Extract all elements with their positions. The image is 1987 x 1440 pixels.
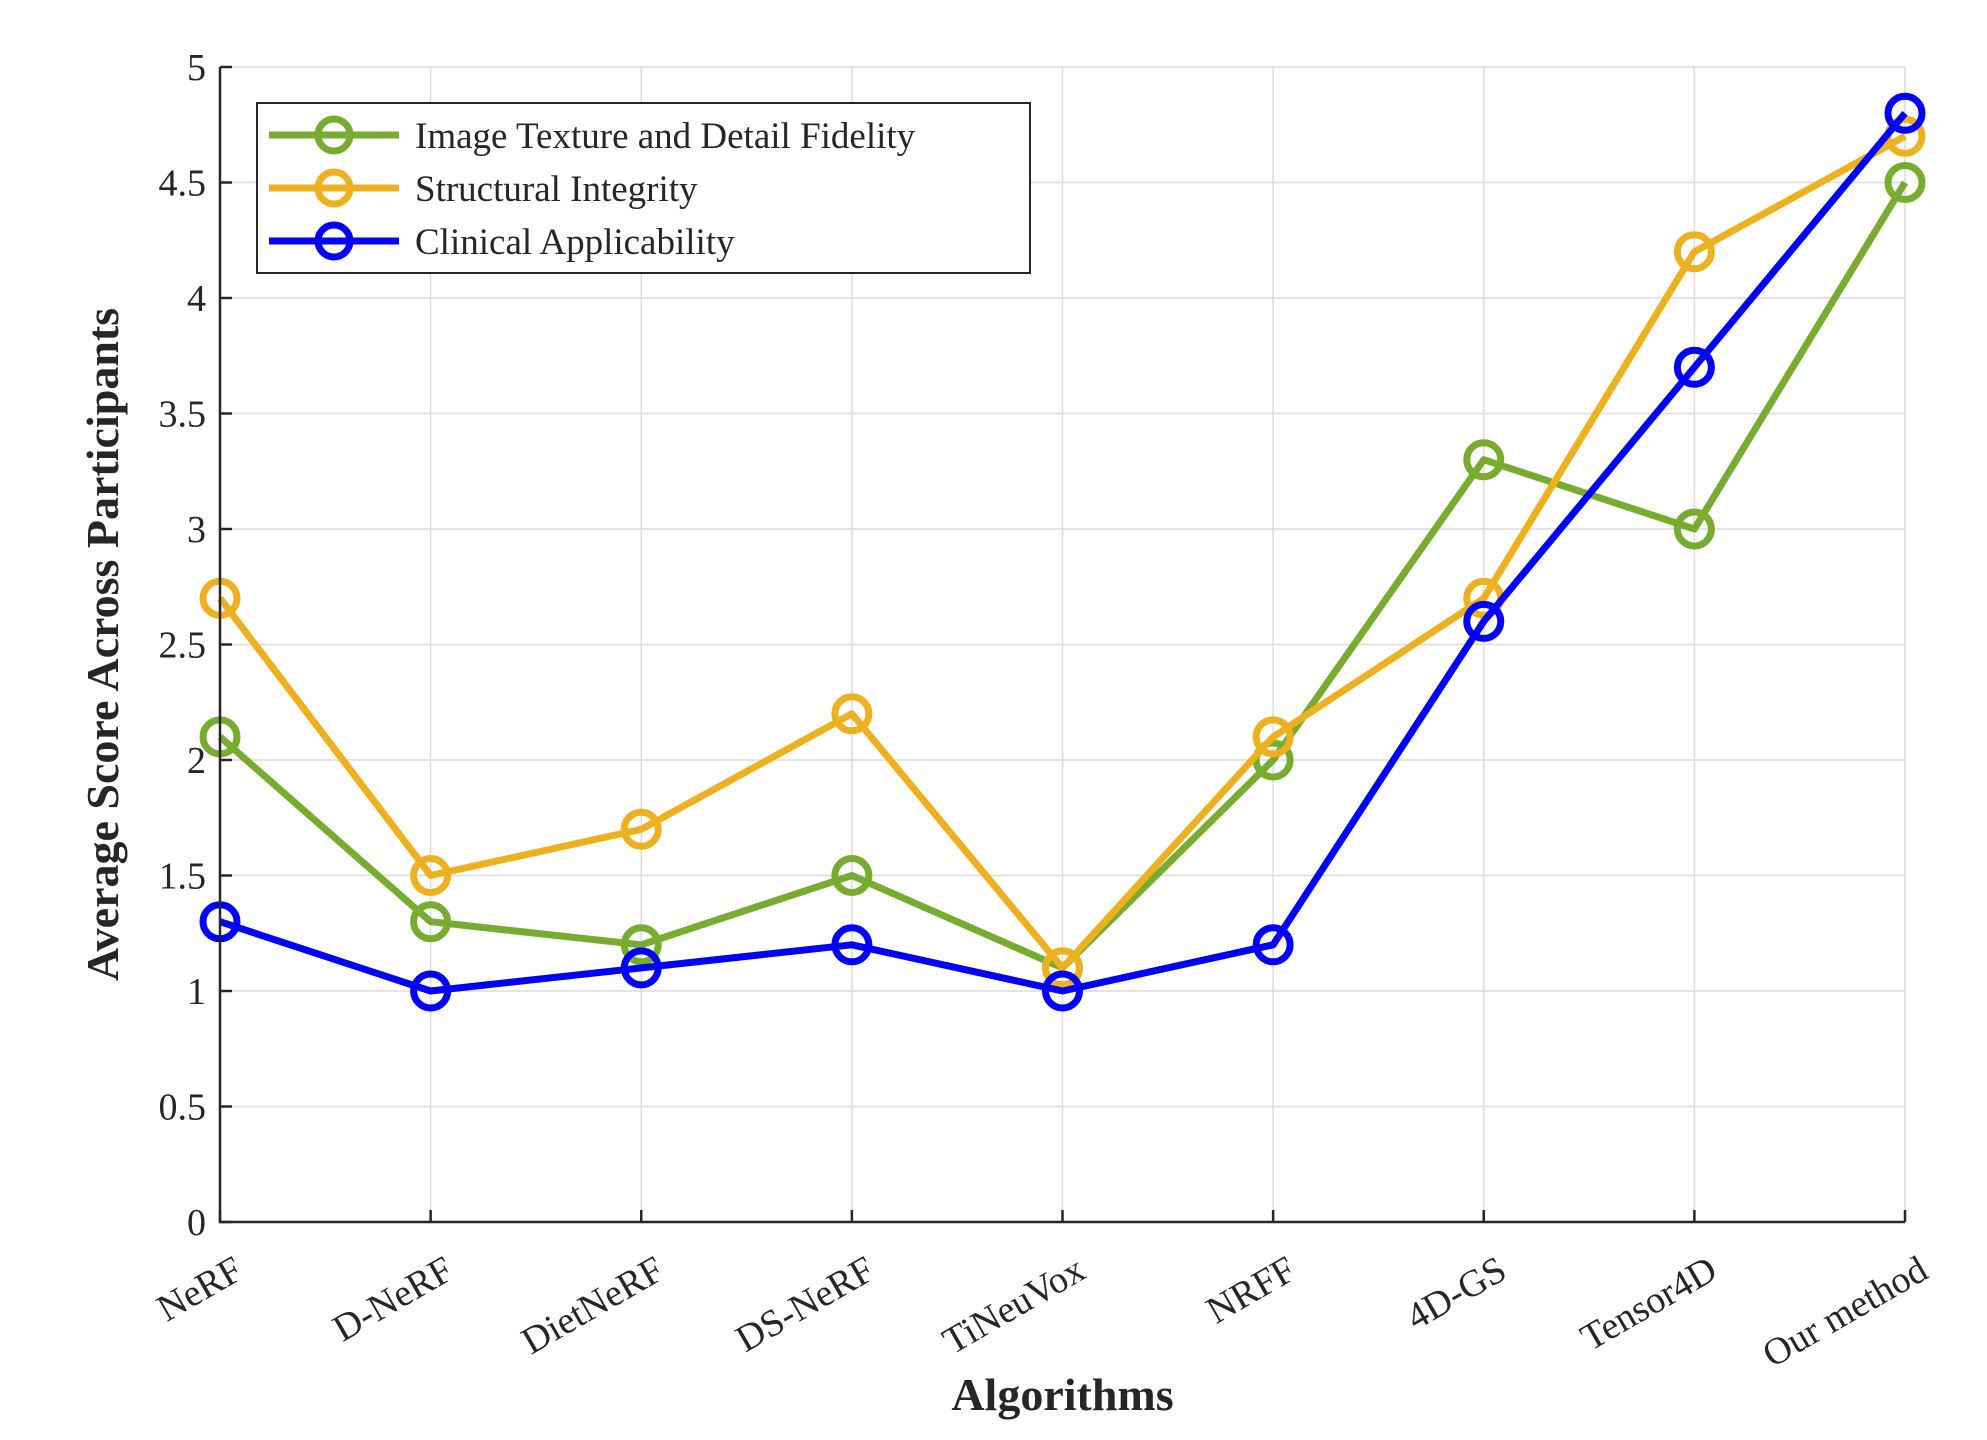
data-point xyxy=(831,855,873,896)
data-point xyxy=(620,947,662,989)
data-point xyxy=(1463,600,1505,642)
data-point xyxy=(1042,970,1083,1012)
data-point xyxy=(831,924,873,966)
axes xyxy=(218,65,1907,1224)
legend: Image Texture and Detail Fidelity Structu… xyxy=(256,102,1031,274)
y-tick-label: 2 xyxy=(187,740,206,782)
legend-item: Structural Integrity xyxy=(269,168,698,210)
series-line xyxy=(217,133,1907,972)
data-point xyxy=(831,693,873,735)
legend-label: Structural Integrity xyxy=(415,169,698,210)
legend-item: Image Texture and Detail Fidelity xyxy=(269,115,916,157)
data-point xyxy=(1673,508,1715,550)
data-point xyxy=(1252,924,1294,966)
x-tick-label: DS-NeRF xyxy=(729,1248,882,1360)
x-tick-label: NeRF xyxy=(150,1248,250,1330)
y-tick-label: 1.5 xyxy=(159,856,207,898)
y-axis-label: Average Score Across Participants xyxy=(77,308,128,981)
series-layer xyxy=(199,92,1926,1012)
legend-marker xyxy=(314,168,354,208)
data-point xyxy=(1673,231,1715,273)
x-tick-label: Tensor4D xyxy=(1574,1248,1724,1359)
data-point xyxy=(1673,346,1715,388)
x-tick-label: DietNeRF xyxy=(515,1248,671,1362)
legend-label: Image Texture and Detail Fidelity xyxy=(415,116,916,157)
y-tick-label: 3 xyxy=(187,509,206,551)
x-axis-label: Algorithms xyxy=(951,1369,1173,1420)
data-point xyxy=(620,924,662,966)
y-tick-label: 4.5 xyxy=(159,163,207,205)
legend-marker xyxy=(314,115,354,155)
data-point xyxy=(1884,162,1926,203)
data-point xyxy=(410,855,452,896)
legend-marker xyxy=(314,221,354,261)
series-group xyxy=(199,92,1926,1012)
y-tick-label: 0.5 xyxy=(159,1087,207,1129)
data-point xyxy=(1042,947,1083,989)
data-point xyxy=(1252,716,1294,758)
y-tick-label: 0 xyxy=(187,1202,206,1244)
x-tick-label: NRFF xyxy=(1200,1248,1303,1332)
y-tick-label: 2.5 xyxy=(159,625,207,667)
data-point xyxy=(620,808,662,850)
data-point xyxy=(1463,439,1505,481)
x-tick-label: D-NeRF xyxy=(326,1248,460,1350)
data-point xyxy=(410,901,452,943)
data-point xyxy=(1884,92,1926,134)
series-line xyxy=(218,110,1908,995)
y-tick-label: 1 xyxy=(187,971,206,1013)
x-tick-label: Our method xyxy=(1756,1248,1935,1376)
x-tick-label: TiNeuVox xyxy=(936,1248,1092,1363)
y-tick-label: 3.5 xyxy=(159,394,207,436)
data-point xyxy=(410,970,452,1012)
y-tick-label: 5 xyxy=(187,47,206,89)
y-tick-label: 4 xyxy=(187,278,206,320)
x-tick-label: 4D-GS xyxy=(1399,1248,1513,1338)
axis-frame xyxy=(218,67,1905,1224)
legend-label: Clinical Applicability xyxy=(415,222,735,263)
legend-item: Clinical Applicability xyxy=(269,221,735,263)
